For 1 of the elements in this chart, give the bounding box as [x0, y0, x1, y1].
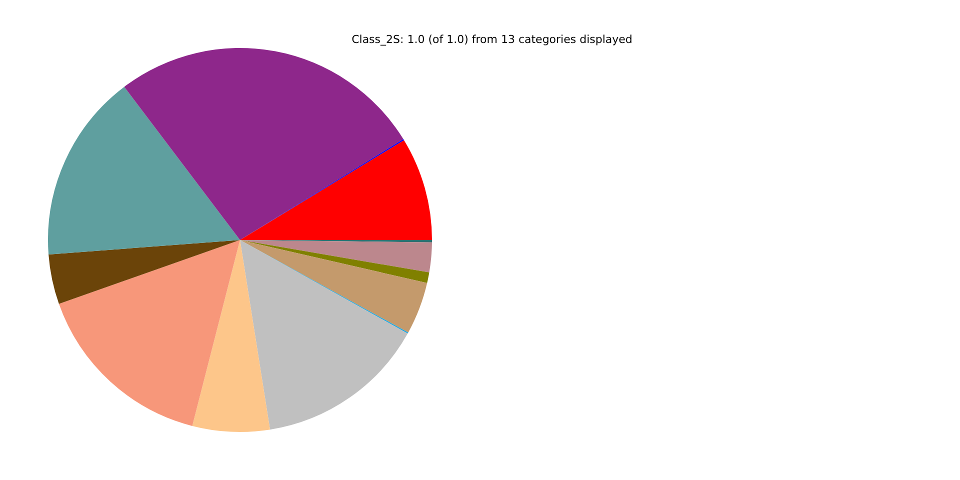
text: Class_2S: 1.0 (of 1.0) from 13 categories displayed [352, 32, 632, 46]
